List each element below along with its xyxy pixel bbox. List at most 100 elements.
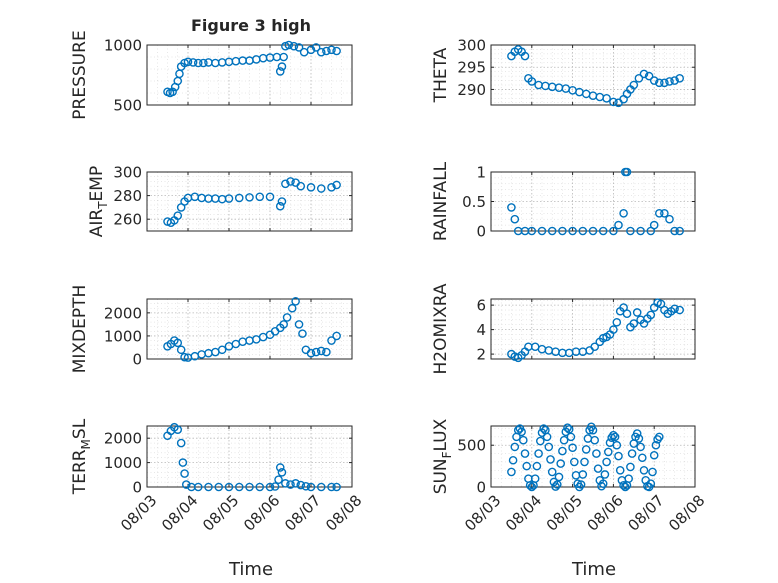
data-point bbox=[296, 181, 306, 191]
data-point bbox=[634, 434, 644, 443]
y-axis-label: AIRTEMP bbox=[87, 166, 110, 237]
data-point bbox=[568, 226, 577, 236]
data-point bbox=[327, 336, 336, 345]
data-point bbox=[649, 220, 659, 230]
data-point bbox=[279, 52, 288, 62]
data-point bbox=[306, 482, 316, 492]
data-point bbox=[536, 436, 545, 446]
y-axis-label-tail: EMP bbox=[87, 166, 107, 202]
y-tick-label: 2000 bbox=[104, 304, 142, 322]
data-point bbox=[289, 41, 299, 51]
data-point bbox=[178, 458, 188, 467]
subplot-left-row3: 0 1000 2000 MIXDEPTH bbox=[70, 285, 353, 374]
data-point bbox=[578, 470, 588, 479]
data-point bbox=[332, 46, 341, 56]
data-point bbox=[525, 481, 535, 490]
x-tick-label: 08/03 bbox=[461, 491, 504, 534]
data-point bbox=[665, 77, 674, 86]
data-point bbox=[649, 76, 659, 85]
y-axis-label-subscript: M bbox=[79, 439, 93, 449]
y-tick-label: 260 bbox=[113, 211, 142, 229]
series-markers bbox=[507, 298, 685, 363]
data-point bbox=[327, 482, 336, 492]
data-point bbox=[180, 469, 189, 478]
data-point bbox=[291, 479, 300, 488]
x-tick-label: 08/04 bbox=[158, 491, 201, 534]
y-axis-label-main: TERR bbox=[70, 449, 90, 495]
data-point bbox=[199, 58, 208, 68]
y-tick-label: 295 bbox=[457, 59, 486, 77]
data-point bbox=[646, 310, 656, 320]
y-tick-label: 0 bbox=[132, 351, 142, 369]
data-point bbox=[622, 167, 632, 177]
data-point bbox=[332, 331, 341, 341]
data-point bbox=[275, 201, 285, 211]
y-axis-label-tail: SL bbox=[70, 418, 90, 439]
series-markers bbox=[507, 167, 685, 236]
data-point bbox=[566, 432, 576, 442]
data-point bbox=[546, 455, 555, 464]
series-markers bbox=[163, 297, 341, 362]
y-tick-label: 500 bbox=[113, 97, 142, 115]
data-point bbox=[670, 226, 679, 236]
data-point bbox=[609, 97, 618, 107]
data-point bbox=[588, 226, 598, 236]
data-point bbox=[224, 194, 234, 203]
data-point bbox=[520, 51, 530, 61]
data-point bbox=[621, 482, 630, 492]
data-point bbox=[590, 435, 600, 445]
data-point bbox=[277, 468, 287, 477]
y-axis-label: MIXDEPTH bbox=[70, 285, 90, 374]
x-tick-label: 08/06 bbox=[240, 491, 283, 534]
data-point bbox=[284, 40, 294, 50]
y-tick-label: 0 bbox=[476, 223, 486, 241]
data-point bbox=[277, 197, 287, 206]
data-point bbox=[646, 479, 656, 488]
y-tick-label: 290 bbox=[457, 81, 486, 99]
y-tick-label: 6 bbox=[476, 297, 486, 315]
x-tick-label: 08/05 bbox=[543, 491, 586, 534]
data-point bbox=[580, 457, 589, 467]
y-tick-label: 300 bbox=[457, 37, 486, 55]
data-point bbox=[183, 57, 193, 67]
data-point bbox=[675, 305, 685, 315]
data-point bbox=[551, 482, 560, 491]
data-point bbox=[298, 329, 307, 338]
y-axis-label-main: H2OMIXRA bbox=[431, 283, 451, 374]
data-point bbox=[527, 77, 537, 86]
data-point bbox=[316, 47, 326, 57]
data-point bbox=[639, 69, 649, 79]
y-tick-label: 0.5 bbox=[462, 193, 486, 211]
data-point bbox=[629, 80, 639, 90]
data-point bbox=[306, 348, 316, 358]
data-point bbox=[180, 352, 189, 362]
data-point bbox=[311, 347, 321, 357]
data-point bbox=[255, 192, 265, 202]
data-point bbox=[322, 46, 331, 56]
data-point bbox=[173, 338, 183, 348]
y-axis-label: TERRMSL bbox=[70, 418, 93, 495]
data-point bbox=[632, 308, 642, 317]
data-point bbox=[624, 474, 634, 483]
y-axis-label-main: THETA bbox=[431, 47, 451, 103]
data-point bbox=[234, 482, 244, 492]
data-point bbox=[311, 43, 321, 52]
y-tick-label: 1000 bbox=[104, 454, 142, 472]
subplot-left-row1: 500 1000 PRESSURE bbox=[70, 30, 353, 120]
data-point bbox=[306, 45, 316, 55]
data-point bbox=[619, 481, 628, 490]
figure-title: Figure 3 high bbox=[191, 16, 311, 35]
data-point bbox=[651, 440, 661, 450]
data-point bbox=[570, 457, 579, 467]
y-tick-label: 280 bbox=[113, 187, 142, 205]
data-point bbox=[670, 76, 679, 85]
data-point bbox=[527, 226, 537, 236]
data-point bbox=[576, 480, 586, 489]
data-point bbox=[508, 455, 518, 465]
x-tick-label: 08/07 bbox=[624, 491, 667, 534]
x-tick-label: 08/04 bbox=[502, 491, 545, 534]
x-axis-label-right: Time bbox=[571, 559, 616, 580]
y-tick-label: 500 bbox=[457, 437, 486, 455]
y-tick-label: 300 bbox=[113, 164, 142, 182]
data-point bbox=[316, 346, 326, 356]
